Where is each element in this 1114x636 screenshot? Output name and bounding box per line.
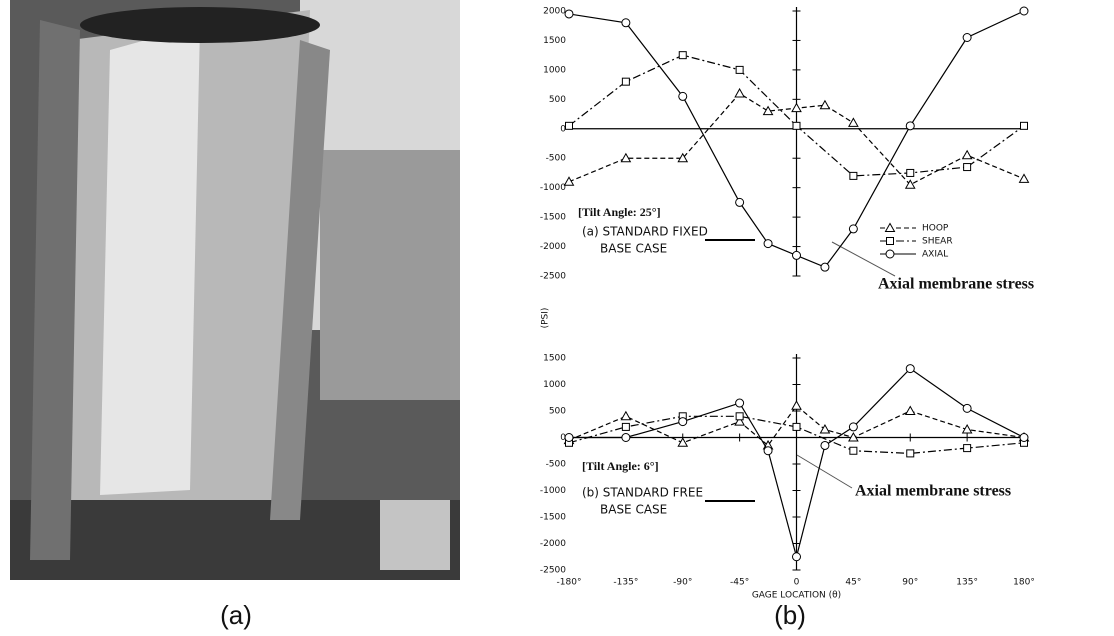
marker [679, 92, 687, 100]
annotation: Axial membrane stress [855, 483, 1011, 500]
x-tick-label: 90° [902, 578, 918, 588]
marker [963, 404, 971, 412]
y-tick-label: -500 [546, 154, 567, 164]
x-tick-label: 180° [1013, 578, 1035, 588]
marker [907, 450, 914, 457]
case-label: (a) STANDARD FIXED [582, 225, 708, 239]
legend-label: HOOP [922, 224, 949, 234]
marker [850, 447, 857, 454]
marker [1020, 7, 1028, 15]
legend-marker [886, 250, 894, 258]
marker [792, 401, 801, 409]
case-label: (b) STANDARD FREE [582, 486, 703, 500]
marker [964, 445, 971, 452]
y-tick-label: 1000 [543, 65, 566, 75]
leader-line [797, 455, 852, 488]
marker [906, 122, 914, 130]
marker [849, 423, 857, 431]
marker [622, 19, 630, 27]
marker [963, 151, 972, 159]
x-tick-label: -135° [613, 578, 638, 588]
legend-marker [886, 224, 895, 232]
marker [793, 553, 801, 561]
y-tick-label: -1000 [540, 486, 566, 496]
marker [678, 438, 687, 446]
marker [736, 66, 743, 73]
marker [565, 177, 574, 185]
leader-line [832, 242, 895, 276]
marker [736, 399, 744, 407]
y-tick-label: -2500 [540, 272, 566, 282]
x-axis-label: GAGE LOCATION (θ) [752, 591, 841, 601]
marker [906, 365, 914, 373]
marker [907, 169, 914, 176]
y-tick-label: 500 [549, 407, 566, 417]
y-tick-label: 1000 [543, 380, 566, 390]
marker [566, 122, 573, 129]
caption: (a) [220, 600, 252, 630]
marker [679, 52, 686, 59]
marker [821, 263, 829, 271]
marker [764, 240, 772, 248]
marker [622, 434, 630, 442]
legend-marker [887, 238, 894, 245]
marker [565, 10, 573, 18]
y-tick-label: 2000 [543, 7, 566, 17]
marker [964, 164, 971, 171]
caption: (b) [774, 600, 806, 630]
y-tick-label: -1000 [540, 183, 566, 193]
y-tick-label: -2000 [540, 242, 566, 252]
y-tick-label: -1500 [540, 513, 566, 523]
marker [793, 423, 800, 430]
x-tick-label: 135° [956, 578, 978, 588]
marker [1021, 122, 1028, 129]
marker [906, 407, 915, 415]
x-tick-label: -180° [557, 578, 582, 588]
marker [621, 412, 630, 420]
x-tick-label: 45° [845, 578, 861, 588]
marker [850, 172, 857, 179]
y-tick-label: -500 [546, 460, 567, 470]
marker [622, 423, 629, 430]
photo [10, 0, 460, 580]
marker [792, 104, 801, 112]
y-tick-label: -1500 [540, 213, 566, 223]
tilt-label: [Tilt Angle: 6°] [582, 459, 659, 473]
marker [679, 418, 687, 426]
case-label: BASE CASE [600, 503, 667, 517]
marker [821, 441, 829, 449]
marker [735, 89, 744, 97]
figure: (a) (b) -2500 -2000 -1500 -1000 -500 0 500 1000… [0, 0, 1114, 636]
x-tick-label: 0 [794, 578, 800, 588]
tilt-label: [Tilt Angle: 25°] [578, 205, 661, 219]
annotation: Axial membrane stress [878, 276, 1034, 293]
marker [820, 101, 829, 109]
legend-label: SHEAR [922, 237, 953, 247]
marker [622, 78, 629, 85]
marker [736, 413, 743, 420]
marker [849, 225, 857, 233]
marker [1020, 434, 1028, 442]
marker [793, 122, 800, 129]
legend-label: AXIAL [922, 250, 948, 260]
x-tick-label: -45° [730, 578, 749, 588]
marker [565, 434, 573, 442]
y-tick-label: -2000 [540, 539, 566, 549]
y-tick-label: 500 [549, 95, 566, 105]
marker [849, 118, 858, 126]
marker [764, 447, 772, 455]
x-tick-label: -90° [673, 578, 692, 588]
y-tick-label: 1500 [543, 36, 566, 46]
marker [793, 251, 801, 259]
case-label: BASE CASE [600, 242, 667, 256]
marker [1020, 174, 1029, 182]
marker [820, 425, 829, 433]
y-tick-label: 1500 [543, 354, 566, 364]
y-axis-label: (PSI) [541, 308, 551, 329]
marker [736, 198, 744, 206]
y-tick-label: -2500 [540, 566, 566, 576]
marker [963, 34, 971, 42]
